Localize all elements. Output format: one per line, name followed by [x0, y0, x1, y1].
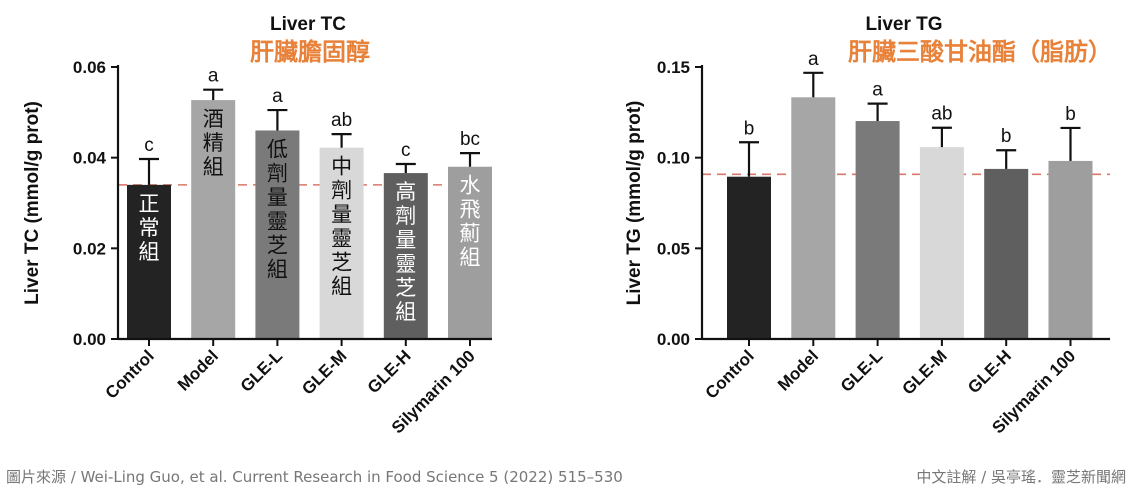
bar-annotation: 精	[203, 131, 224, 155]
significance-label: c	[401, 140, 411, 161]
bar-annotation: 靈	[395, 252, 416, 276]
bar-annotation: 量	[395, 228, 416, 252]
y-tick-label: 0.05	[657, 239, 690, 258]
credit-caption: 中文註解 / 吳亭瑤．靈芝新聞網	[916, 468, 1126, 486]
significance-label: b	[1065, 104, 1076, 125]
bar-annotation: 正	[139, 192, 160, 216]
y-tick-label: 0.15	[657, 58, 690, 77]
bar-annotation: 芝	[331, 251, 352, 275]
x-tick-label: GLE-M	[899, 346, 951, 398]
bar	[191, 100, 236, 340]
bar-annotation: 酒	[203, 107, 224, 131]
bar-annotation: 組	[460, 246, 481, 270]
bar	[727, 176, 771, 339]
significance-label: a	[272, 86, 283, 107]
significance-label: b	[1001, 126, 1012, 147]
bar	[855, 121, 900, 340]
bar	[383, 173, 428, 339]
bar-annotation: 量	[267, 185, 288, 209]
bar-annotation: 高	[395, 180, 416, 204]
bar-annotation: 低	[267, 137, 288, 161]
significance-label: a	[872, 80, 883, 101]
bar-annotation: 組	[331, 275, 352, 299]
bar	[791, 97, 836, 339]
bar-annotation: 靈	[331, 227, 352, 251]
bar-annotation: 飛	[460, 198, 481, 222]
significance-label: bc	[460, 129, 480, 150]
bar	[319, 147, 364, 339]
x-tick-label: GLE-M	[298, 346, 350, 398]
chart-subtitle: 肝臟膽固醇	[250, 38, 370, 66]
bar-annotation: 組	[267, 257, 288, 281]
bar-annotation: 水	[460, 174, 481, 198]
significance-label: b	[744, 118, 755, 139]
bar-annotation: 劑	[267, 161, 288, 185]
x-tick-label: Model	[174, 346, 222, 394]
chart-title: Liver TC	[270, 14, 346, 35]
y-axis-label: Liver TG (mmol/g prot)	[624, 101, 645, 306]
bar	[127, 184, 171, 339]
bar-annotation: 組	[395, 300, 416, 324]
y-tick-label: 0.10	[657, 149, 690, 168]
significance-label: a	[208, 66, 219, 87]
bar-annotation: 劑	[331, 179, 352, 203]
bar	[255, 130, 300, 339]
bar-annotation: 常	[139, 216, 160, 240]
y-axis-label: Liver TC (mmol/g prot)	[22, 101, 43, 305]
bar	[984, 168, 1029, 339]
bar-annotation: 中	[331, 155, 352, 179]
bar-annotation: 組	[203, 155, 224, 179]
y-tick-label: 0.02	[73, 239, 106, 258]
bar-annotation: 劑	[395, 204, 416, 228]
x-tick-label: GLE-H	[364, 346, 415, 397]
x-tick-label: Control	[702, 346, 758, 402]
x-tick-label: GLE-H	[964, 346, 1015, 397]
significance-label: ab	[331, 110, 352, 131]
bar-annotation: 薊	[460, 222, 481, 246]
bar-annotation: 芝	[395, 276, 416, 300]
chart-title: Liver TG	[865, 14, 942, 35]
bar-annotation: 量	[331, 203, 352, 227]
bar	[1048, 160, 1093, 339]
x-tick-label: GLE-L	[237, 346, 286, 395]
source-caption: 圖片來源 / Wei-Ling Guo, et al. Current Rese…	[6, 468, 623, 486]
bar	[448, 166, 492, 339]
chart-tg: Liver TG 肝臟三酸甘油酯（脂肪） Liver TG (mmol/g prot…	[624, 14, 1112, 437]
significance-label: ab	[931, 104, 952, 125]
bar-annotation: 組	[139, 240, 160, 264]
bar-annotation: 芝	[267, 233, 288, 257]
y-tick-label: 0.06	[73, 58, 106, 77]
significance-label: a	[808, 49, 819, 70]
significance-label: c	[144, 135, 154, 156]
y-tick-label: 0.04	[73, 149, 107, 168]
bar	[919, 147, 964, 339]
y-tick-label: 0.00	[73, 330, 106, 349]
x-tick-label: Control	[102, 346, 158, 402]
x-tick-label: GLE-L	[837, 346, 886, 395]
y-tick-label: 0.00	[657, 330, 690, 349]
bar-annotation: 靈	[267, 209, 288, 233]
x-tick-label: Model	[774, 346, 822, 394]
chart-subtitle: 肝臟三酸甘油酯（脂肪）	[848, 38, 1112, 66]
